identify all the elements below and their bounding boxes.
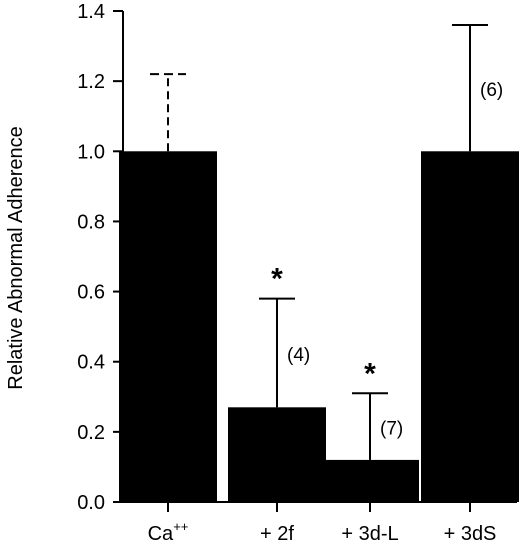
bar	[119, 151, 217, 503]
y-tick-label: 0.2	[77, 422, 105, 444]
bar	[421, 151, 519, 503]
sample-size-label: (4)	[287, 345, 310, 366]
y-axis-title: Relative Abnormal Adherence	[5, 126, 27, 390]
x-category-label: Ca++	[148, 519, 189, 545]
x-category-label: + 3dS	[444, 523, 497, 545]
bar	[228, 407, 326, 502]
bar	[321, 459, 419, 502]
y-tick-label: 0.6	[77, 282, 105, 304]
sample-size-label: (6)	[480, 80, 503, 101]
y-tick-label: 0.0	[77, 492, 105, 514]
x-category-label: + 3d-L	[341, 523, 398, 545]
y-tick-label: 0.8	[77, 211, 105, 233]
y-tick-label: 1.0	[77, 141, 105, 163]
y-tick-label: 1.2	[77, 71, 105, 93]
y-tick-label: 0.4	[77, 352, 105, 374]
y-tick-label: 1.4	[77, 1, 105, 23]
significance-marker: *	[364, 357, 376, 390]
sample-size-label: (7)	[380, 419, 403, 440]
significance-marker: *	[271, 263, 283, 296]
x-category-label: + 2f	[260, 523, 294, 545]
